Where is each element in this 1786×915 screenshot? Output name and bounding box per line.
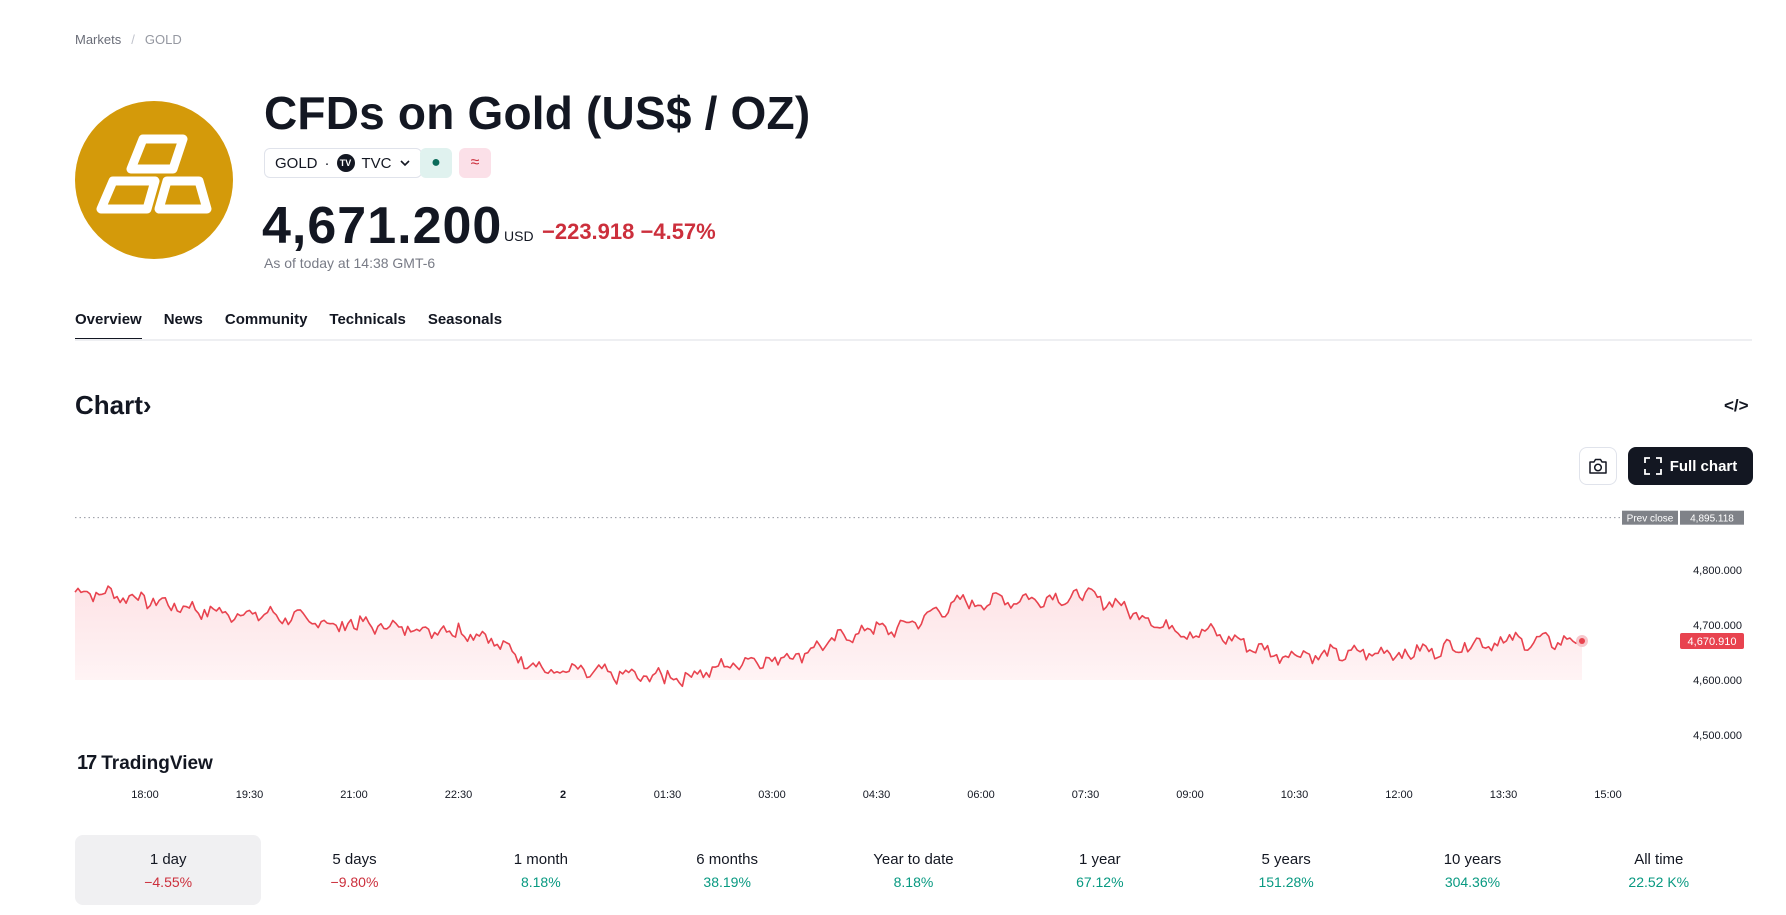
- range-change: 8.18%: [893, 873, 934, 890]
- range-1-day[interactable]: 1 day −4.55%: [75, 835, 262, 905]
- range-5-days[interactable]: 5 days −9.80%: [261, 835, 447, 905]
- range-label: 1 year: [1078, 850, 1121, 868]
- prev-close-value: 4,895.118: [1690, 514, 1734, 525]
- price-line: [74, 585, 1583, 688]
- x-tick-label: 03:00: [758, 789, 786, 800]
- prev-close-badge-label: Prev close: [1627, 514, 1674, 525]
- tab-overview[interactable]: Overview: [75, 311, 142, 341]
- breadcrumb-current: GOLD: [144, 32, 182, 47]
- full-chart-label: Full chart: [1669, 457, 1738, 475]
- x-tick-label: 06:00: [967, 789, 995, 800]
- price-area: [75, 586, 1582, 687]
- range-all-time[interactable]: All time 22.52 K%: [1566, 835, 1752, 905]
- last-price: 4,671.200: [262, 197, 503, 255]
- x-tick-label: 07:30: [1072, 789, 1100, 800]
- y-tick-label: 4,600.000: [1693, 675, 1742, 687]
- range-change: 304.36%: [1444, 873, 1501, 890]
- embed-code-icon[interactable]: </>: [1724, 396, 1749, 415]
- range-change: 67.12%: [1076, 873, 1124, 890]
- x-tick-label: 09:00: [1176, 789, 1204, 800]
- prev-close-badge: [1622, 510, 1678, 525]
- gold-logo: [75, 101, 233, 259]
- chart-section-title: Chart: [75, 390, 143, 420]
- x-tick-label: 18:00: [131, 789, 159, 800]
- range-label: 5 years: [1261, 850, 1311, 868]
- tradingview-label: TradingView: [101, 752, 213, 774]
- range-label: 1 day: [149, 850, 187, 868]
- chevron-right-icon: ›: [142, 390, 152, 420]
- fullscreen-icon: [1643, 457, 1662, 475]
- tab-seasonals[interactable]: Seasonals: [427, 311, 503, 328]
- range-1-year[interactable]: 1 year 67.12%: [1007, 835, 1193, 905]
- full-chart-button[interactable]: Full chart: [1628, 447, 1753, 485]
- range-label: 6 months: [696, 850, 758, 868]
- y-tick-label: 4,800.000: [1693, 565, 1742, 577]
- prev-close-value-badge: [1680, 510, 1744, 525]
- x-tick-label: 21:00: [340, 789, 368, 800]
- symbol-tabs: Overview News Community Technicals Seaso…: [75, 311, 502, 341]
- range-change: −4.55%: [144, 873, 193, 890]
- range-change: 38.19%: [703, 873, 751, 890]
- symbol-label: GOLD: [275, 154, 318, 172]
- y-tick-label: 4,500.000: [1693, 730, 1742, 742]
- chart-section-link[interactable]: Chart›: [75, 390, 152, 421]
- breadcrumb: Markets / GOLD: [75, 32, 182, 47]
- delayed-data-badge[interactable]: ≈: [459, 148, 491, 178]
- range-label: All time: [1634, 850, 1684, 868]
- x-tick-label: 01:30: [654, 789, 682, 800]
- last-price-badge-label: 4,670.910: [1688, 636, 1737, 648]
- tabs-divider: [75, 339, 1752, 341]
- tab-technicals[interactable]: Technicals: [329, 311, 406, 328]
- x-tick-label: 19:30: [236, 789, 264, 800]
- currency-label: USD: [504, 228, 534, 244]
- breadcrumb-markets-link[interactable]: Markets: [75, 32, 122, 47]
- range-label: 1 month: [513, 850, 568, 868]
- exchange-label: TVC: [361, 154, 392, 172]
- x-tick-label: 15:00: [1594, 789, 1622, 800]
- x-tick-label: 2: [560, 789, 566, 800]
- gold-bars-icon: [96, 134, 212, 214]
- market-open-status-badge[interactable]: ●: [420, 148, 452, 178]
- chevron-down-icon: [399, 160, 410, 167]
- tab-news[interactable]: News: [163, 311, 203, 328]
- last-price-badge: [1680, 632, 1744, 649]
- x-tick-label: 10:30: [1281, 789, 1309, 800]
- x-tick-label: 13:30: [1490, 789, 1518, 800]
- tradingview-logo-icon: 17: [77, 752, 97, 774]
- price-change-pct: −4.57%: [640, 219, 716, 244]
- range-1-month[interactable]: 1 month 8.18%: [448, 835, 634, 905]
- last-point: [1579, 637, 1585, 644]
- range-label: 10 years: [1443, 850, 1502, 868]
- symbol-exchange-selector[interactable]: GOLD · TV TVC: [264, 148, 422, 178]
- price-chart[interactable]: 4,800.000 4,700.000 4,600.000 4,500.000 Prev…: [0, 500, 1786, 800]
- snapshot-button[interactable]: [1579, 447, 1617, 485]
- camera-icon: [1589, 458, 1607, 474]
- breadcrumb-separator: /: [131, 32, 135, 47]
- range-label: Year to date: [873, 850, 954, 868]
- tab-community[interactable]: Community: [224, 311, 308, 328]
- range-change: −9.80%: [330, 873, 379, 890]
- price-change-abs: −223.918: [542, 219, 635, 244]
- time-range-selector: 1 day −4.55% 5 days −9.80% 1 month 8.18%…: [75, 835, 1752, 905]
- range-10-years[interactable]: 10 years 304.36%: [1379, 835, 1565, 905]
- range-change: 22.52 K%: [1628, 873, 1690, 890]
- range-year-to-date[interactable]: Year to date 8.18%: [820, 835, 1006, 905]
- price-change: −223.918 −4.57%: [542, 219, 716, 245]
- tradingview-watermark[interactable]: 17 TradingView: [77, 752, 213, 775]
- exchange-logo-icon: TV: [336, 154, 355, 172]
- as-of-timestamp: As of today at 14:38 GMT-6: [264, 255, 436, 271]
- range-6-months[interactable]: 6 months 38.19%: [634, 835, 820, 905]
- range-label: 5 days: [332, 850, 377, 868]
- y-tick-label: 4,700.000: [1693, 620, 1742, 632]
- x-tick-label: 22:30: [445, 789, 473, 800]
- x-tick-label: 12:00: [1385, 789, 1413, 800]
- x-tick-label: 04:30: [863, 789, 891, 800]
- page-title: CFDs on Gold (US$ / OZ): [264, 87, 811, 139]
- range-5-years[interactable]: 5 years 151.28%: [1193, 835, 1379, 905]
- range-change: 151.28%: [1258, 873, 1314, 890]
- dot-separator-icon: ·: [324, 154, 330, 172]
- range-change: 8.18%: [520, 873, 561, 890]
